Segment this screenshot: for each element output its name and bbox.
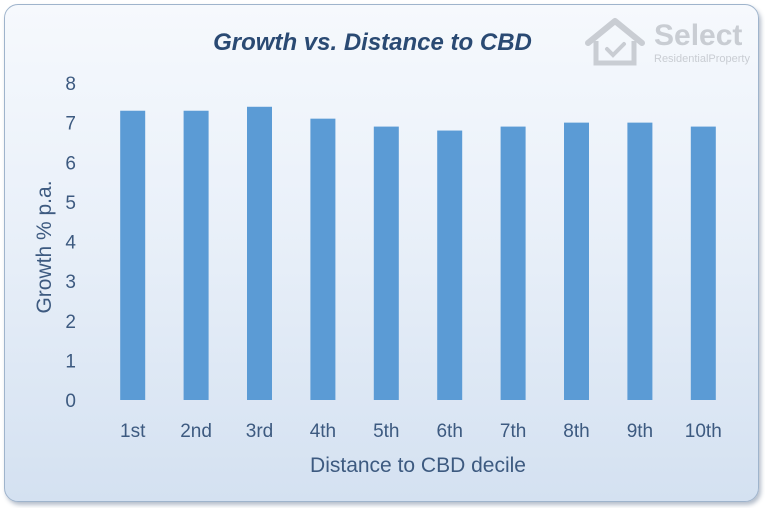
bar	[247, 106, 272, 401]
bar	[310, 118, 336, 400]
y-tick-label: 1	[65, 351, 76, 372]
x-tick-label: 10th	[685, 421, 722, 442]
x-tick-label: 9th	[627, 421, 653, 442]
x-tick-label: 7th	[500, 421, 526, 442]
bar	[627, 122, 653, 400]
y-tick-label: 2	[65, 312, 76, 333]
bar	[690, 126, 716, 401]
y-tick-label: 3	[65, 272, 76, 293]
bar	[437, 130, 463, 401]
chart-frame: Growth vs. Distance to CBD Select Reside…	[4, 4, 759, 502]
chart-title: Growth vs. Distance to CBD	[213, 29, 532, 56]
bar-chart: 0 1 2 3 4 5 6 7 8 1st 2nd 3rd 4th 5th 6th 7th 8th 9th 10t…	[33, 74, 722, 477]
y-tick-label: 5	[65, 193, 76, 214]
logo-name: Select	[654, 19, 743, 52]
house-icon	[585, 18, 645, 66]
y-tick-label: 8	[65, 74, 76, 95]
x-tick-label: 6th	[436, 421, 462, 442]
y-tick-label: 4	[65, 233, 76, 254]
bar	[373, 126, 399, 401]
bar	[120, 110, 146, 401]
logo-tagline: ResidentialProperty	[654, 53, 750, 65]
y-tick-label: 6	[65, 153, 76, 174]
x-tick-label: 8th	[563, 421, 589, 442]
x-tick-label: 5th	[373, 421, 399, 442]
y-tick-label: 7	[65, 114, 76, 135]
x-tick-label: 4th	[310, 421, 336, 442]
x-tick-label: 2nd	[180, 421, 212, 442]
x-tick-label: 3rd	[246, 421, 273, 442]
bar	[183, 110, 209, 401]
bar	[500, 126, 526, 401]
y-axis-label: Growth % p.a.	[33, 180, 56, 313]
x-tick-label: 1st	[120, 421, 146, 442]
x-axis-label: Distance to CBD decile	[310, 454, 526, 477]
bar	[564, 122, 589, 400]
y-tick-label: 0	[65, 391, 76, 412]
brand-logo: Select ResidentialProperty	[582, 15, 758, 71]
